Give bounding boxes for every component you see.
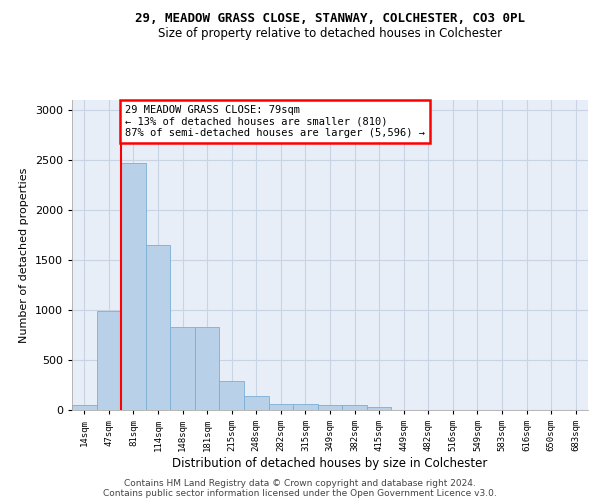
Bar (97, 310, 121, 410)
Bar (318, 404, 342, 410)
Text: Contains HM Land Registry data © Crown copyright and database right 2024.: Contains HM Land Registry data © Crown c… (124, 478, 476, 488)
Text: Contains public sector information licensed under the Open Government Licence v3: Contains public sector information licen… (103, 488, 497, 498)
Bar (195, 326, 220, 410)
Text: Distribution of detached houses by size in Colchester: Distribution of detached houses by size … (172, 458, 488, 470)
Bar (293, 404, 318, 410)
Text: Size of property relative to detached houses in Colchester: Size of property relative to detached ho… (158, 28, 502, 40)
Y-axis label: Number of detached properties: Number of detached properties (19, 168, 29, 342)
Bar (121, 163, 146, 410)
Text: 29, MEADOW GRASS CLOSE, STANWAY, COLCHESTER, CO3 0PL: 29, MEADOW GRASS CLOSE, STANWAY, COLCHES… (135, 12, 525, 26)
Bar (342, 405, 367, 410)
Bar (269, 404, 293, 410)
Bar (170, 326, 195, 410)
Bar (146, 245, 170, 410)
Bar (220, 380, 244, 410)
Bar (72, 404, 97, 410)
Bar (367, 407, 391, 410)
Bar (244, 396, 269, 410)
Text: 29 MEADOW GRASS CLOSE: 79sqm
← 13% of detached houses are smaller (810)
87% of s: 29 MEADOW GRASS CLOSE: 79sqm ← 13% of de… (125, 105, 425, 138)
